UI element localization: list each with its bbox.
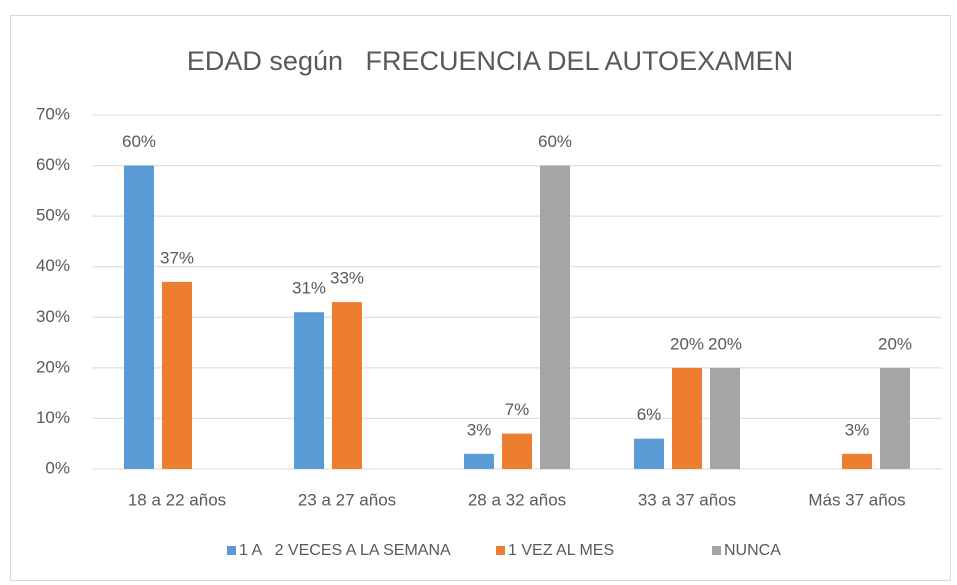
x-tick-label: Más 37 años xyxy=(808,490,905,509)
legend-label: 1 A 2 VECES A LA SEMANA xyxy=(239,542,451,559)
data-label: 60% xyxy=(538,132,572,151)
x-tick-label: 28 a 32 años xyxy=(468,490,566,509)
x-tick-label: 23 a 27 años xyxy=(298,490,396,509)
legend-swatch xyxy=(496,546,505,555)
bar xyxy=(880,367,910,469)
data-label: 3% xyxy=(467,420,492,439)
legend-swatch xyxy=(712,546,721,555)
data-label: 20% xyxy=(708,334,742,353)
data-label: 37% xyxy=(160,248,194,267)
bar xyxy=(842,453,872,469)
y-tick-label: 10% xyxy=(36,408,70,427)
bar xyxy=(294,312,324,469)
legend-label: NUNCA xyxy=(724,542,781,559)
bar xyxy=(464,453,494,469)
bar xyxy=(672,367,702,469)
data-label: 3% xyxy=(845,420,870,439)
legend-label: 1 VEZ AL MES xyxy=(508,542,614,559)
data-label: 20% xyxy=(878,334,912,353)
y-tick-label: 60% xyxy=(36,155,70,174)
y-tick-label: 70% xyxy=(36,104,70,123)
y-tick-label: 40% xyxy=(36,256,70,275)
bar xyxy=(162,281,192,469)
data-label: 33% xyxy=(330,269,364,288)
bar xyxy=(540,165,570,470)
data-label: 60% xyxy=(122,132,156,151)
y-tick-label: 20% xyxy=(36,357,70,376)
data-label: 31% xyxy=(292,279,326,298)
y-tick-label: 30% xyxy=(36,307,70,326)
y-tick-label: 0% xyxy=(45,458,70,477)
bar xyxy=(634,438,664,469)
bar xyxy=(124,165,154,470)
x-tick-label: 18 a 22 años xyxy=(128,490,226,509)
bar xyxy=(502,433,532,469)
y-tick-label: 50% xyxy=(36,206,70,225)
data-label: 7% xyxy=(505,400,530,419)
bar xyxy=(710,367,740,469)
chart-title: EDAD según FRECUENCIA DEL AUTOEXAMEN xyxy=(187,46,793,76)
bar xyxy=(332,302,362,469)
data-label: 6% xyxy=(637,405,662,424)
data-label: 20% xyxy=(670,334,704,353)
x-tick-label: 33 a 37 años xyxy=(638,490,736,509)
legend-swatch xyxy=(227,546,236,555)
